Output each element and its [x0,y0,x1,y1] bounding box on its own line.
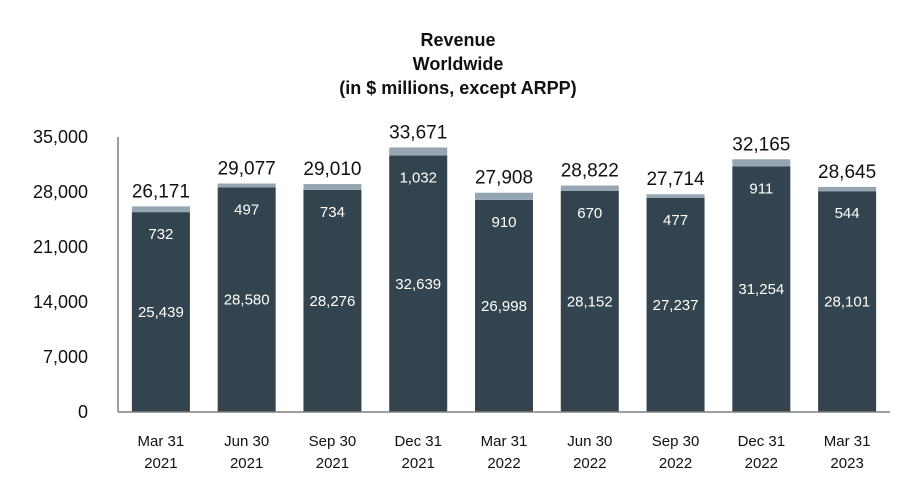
bar-total-label: 28,645 [818,162,876,183]
x-tick-label: Jun 30 [567,433,612,450]
y-tick-label: 7,000 [43,347,88,367]
bar-lower-value-label: 25,439 [138,304,184,321]
x-tick-label: Mar 31 [481,433,528,450]
bar-lower-value-label: 28,152 [567,293,613,310]
bar-lower-segment [646,197,705,412]
bar-group-7: 31,254 911 32,165 [732,134,790,412]
bar-upper-value-label: 477 [663,212,688,229]
bar-upper-segment [303,184,362,190]
x-tick-label: 2021 [230,455,263,472]
bar-total-label: 33,671 [389,122,447,143]
bar-group-0: 25,439 732 26,171 [132,181,190,412]
x-tick-label: 2022 [745,455,778,472]
bar-upper-value-label: 544 [835,205,860,222]
bar-total-label: 29,010 [303,159,361,180]
y-tick-label: 21,000 [33,237,88,257]
y-axis-ticks: 0 7,000 14,000 21,000 28,000 35,000 [33,127,88,422]
x-axis-labels: Mar 31 2021 Jun 30 2021 Sep 30 2021 Dec 31 2021… [138,433,871,472]
bar-upper-segment [818,186,877,192]
x-tick-label: 2022 [573,455,606,472]
bar-lower-segment [131,212,190,412]
bar-total-label: 27,714 [646,169,705,190]
bar-total-label: 29,077 [218,159,276,180]
bar-upper-segment [131,206,190,213]
bar-upper-value-label: 497 [234,201,259,218]
bar-lower-value-label: 26,998 [481,298,527,315]
x-tick-label: Dec 31 [738,433,786,450]
chart-title: Revenue Worldwide (in $ millions, except A… [339,30,576,98]
bar-upper-value-label: 732 [148,226,173,243]
chart-title-line: Revenue [420,30,495,50]
bar-lower-value-label: 31,254 [738,281,784,298]
bar-lower-value-label: 28,580 [224,292,270,309]
bar-total-label: 28,822 [561,161,619,182]
y-tick-label: 35,000 [33,127,88,147]
bar-upper-segment [646,194,705,198]
bar-group-2: 28,276 734 29,010 [303,159,362,412]
x-tick-label: Dec 31 [394,433,442,450]
x-tick-label: Mar 31 [138,433,185,450]
bar-upper-value-label: 910 [491,214,516,231]
bar-upper-segment [389,147,448,156]
chart-title-line: (in $ millions, except ARPP) [339,78,576,98]
bar-lower-segment [732,166,791,412]
bar-upper-segment [560,185,619,191]
bar-upper-segment [475,192,533,200]
x-tick-label: 2021 [144,455,177,472]
bar-lower-value-label: 27,237 [653,297,699,314]
bar-total-label: 26,171 [132,181,190,202]
x-tick-label: 2022 [659,455,692,472]
x-tick-label: 2021 [402,455,435,472]
bar-total-label: 27,908 [475,168,533,189]
bar-upper-segment [217,183,276,188]
bar-group-1: 28,580 497 29,077 [218,159,276,412]
x-tick-label: Jun 30 [224,433,269,450]
bar-group-3: 32,639 1,032 33,671 [389,122,447,412]
y-tick-label: 28,000 [33,182,88,202]
bar-group-8: 28,101 544 28,645 [818,162,876,412]
y-tick-label: 14,000 [33,292,88,312]
bar-upper-value-label: 911 [749,180,773,197]
x-tick-label: 2023 [830,455,863,472]
bar-total-label: 32,165 [732,134,790,155]
bar-upper-value-label: 1,032 [399,170,437,187]
axes [117,137,890,413]
bar-lower-segment [818,191,877,412]
bar-upper-segment [732,159,791,167]
x-tick-label: Sep 30 [309,433,357,450]
bar-group-5: 28,152 670 28,822 [561,161,619,412]
bar-lower-segment [560,190,619,412]
bar-lower-segment [303,189,362,412]
x-tick-label: Mar 31 [824,433,871,450]
bar-lower-segment [389,155,448,412]
bars: 25,43973226,17128,58049729,07728,2767342… [132,122,876,412]
bar-group-6: 27,237 477 27,714 [646,169,705,412]
bar-upper-value-label: 734 [320,204,345,221]
bar-lower-value-label: 32,639 [395,276,441,293]
chart-title-line: Worldwide [413,54,504,74]
bar-lower-value-label: 28,276 [309,293,355,310]
x-tick-label: 2021 [316,455,349,472]
x-tick-label: 2022 [487,455,520,472]
bar-lower-segment [475,199,533,412]
bar-upper-value-label: 670 [577,205,602,222]
x-tick-label: Sep 30 [652,433,700,450]
y-tick-label: 0 [78,402,88,422]
bar-lower-segment [217,187,276,412]
bar-lower-value-label: 28,101 [824,294,870,311]
bar-group-4: 26,998 910 27,908 [475,168,533,412]
